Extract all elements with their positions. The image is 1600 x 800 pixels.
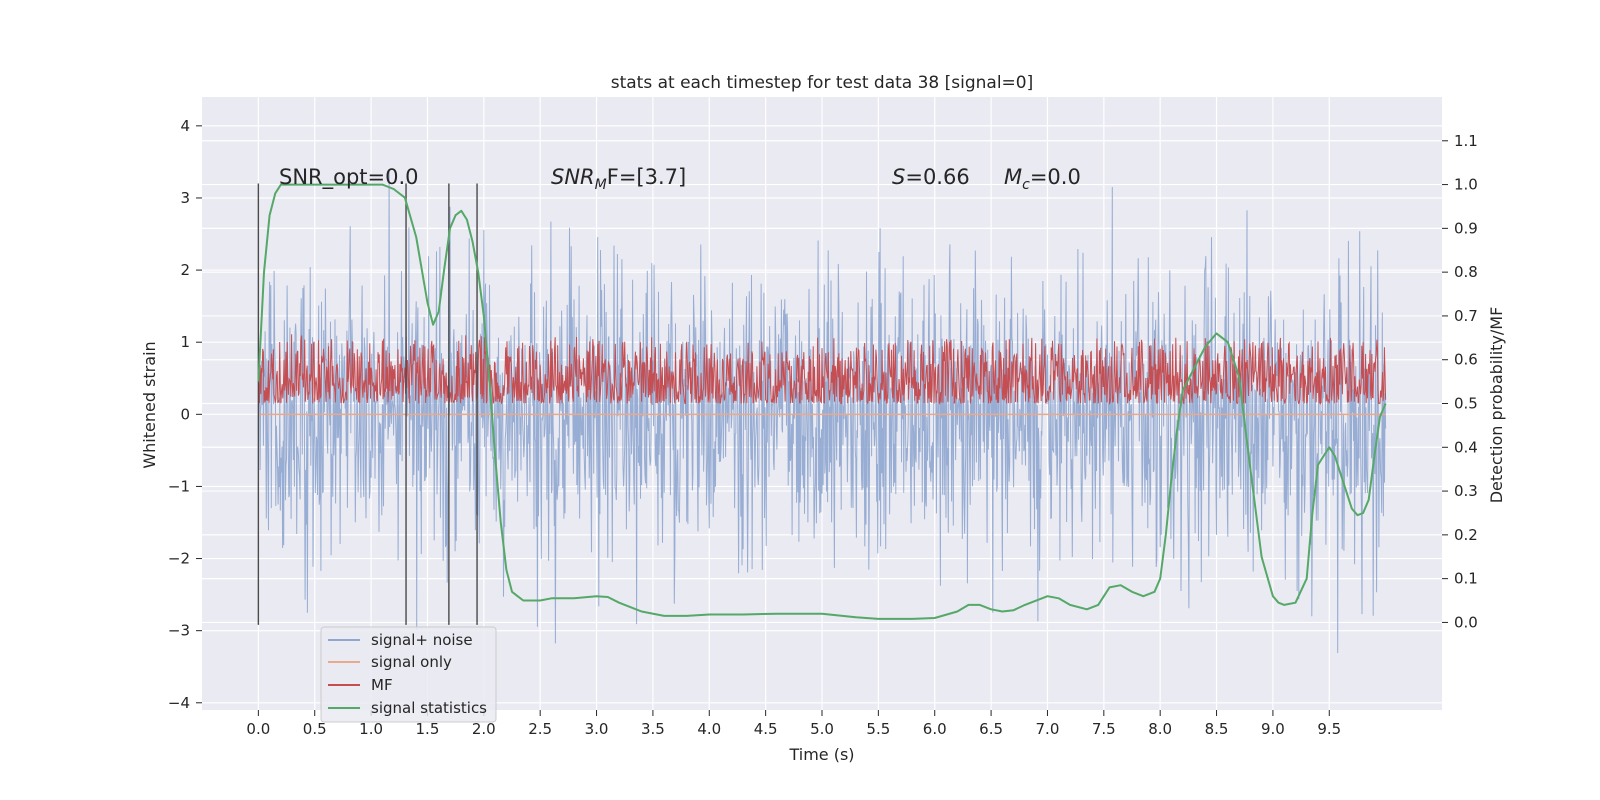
y-right-tick-label: 0.8 — [1454, 263, 1478, 281]
x-tick-label: 2.5 — [528, 720, 552, 738]
signal-statistics-series — [257, 183, 1387, 620]
y-right-tick-label: 0.2 — [1454, 526, 1478, 544]
mf-series — [257, 334, 1387, 406]
x-tick-label: 5.5 — [866, 720, 890, 738]
y-right-tick-label: 0.5 — [1454, 395, 1478, 413]
snr-mf-symbol: SNR — [551, 165, 595, 189]
y-axis-right-ticks: 1.1 1.0 0.9 0.8 0.7 0.6 0.5 0.4 0.3 0.2 0.1 0.0 — [1442, 132, 1478, 631]
legend-label-signal-only: signal only — [371, 653, 452, 671]
x-tick-label: 7.0 — [1036, 720, 1060, 738]
s-value: =0.66 — [905, 165, 969, 189]
x-tick-label: 4.0 — [697, 720, 721, 738]
x-tick-label: 3.5 — [641, 720, 665, 738]
x-tick-label: 5.0 — [810, 720, 834, 738]
x-tick-label: 1.0 — [359, 720, 383, 738]
y-tick-label: −3 — [168, 622, 190, 640]
mf-line — [257, 334, 1387, 406]
y-tick-label: 3 — [180, 189, 190, 207]
s-annotation: S=0.66 — [892, 165, 970, 189]
y-axis-label: Whitened strain — [140, 341, 159, 468]
x-axis-ticks: 0.0 0.5 1.0 1.5 2.0 2.5 3.0 3.5 4.0 4.5 5.0 5.5 6.0 6… — [246, 710, 1341, 738]
snr-mf-value: F=[3.7] — [607, 165, 686, 189]
y-right-tick-label: 0.6 — [1454, 351, 1478, 369]
signal-noise-line — [257, 169, 1387, 654]
y-right-tick-label: 0.9 — [1454, 219, 1478, 237]
x-tick-label: 2.0 — [472, 720, 496, 738]
x-tick-label: 8.5 — [1205, 720, 1229, 738]
y-tick-label: 0 — [180, 405, 190, 423]
x-tick-label: 0.5 — [303, 720, 327, 738]
signal-statistics-line — [257, 183, 1387, 620]
x-tick-label: 1.5 — [416, 720, 440, 738]
legend-label-signal-noise: signal+ noise — [371, 631, 473, 649]
snr-mf-subscript: M — [595, 177, 607, 193]
x-tick-label: 8.0 — [1148, 720, 1172, 738]
y-right-tick-label: 0.7 — [1454, 307, 1478, 325]
x-tick-label: 9.0 — [1261, 720, 1285, 738]
y-axis-right-label: Detection probability/MF — [1487, 307, 1506, 504]
chart-title: stats at each timestep for test data 38 … — [611, 73, 1034, 93]
y-right-tick-label: 1.0 — [1454, 176, 1478, 194]
x-tick-label: 0.0 — [246, 720, 270, 738]
vertical-markers — [257, 183, 478, 625]
snr-opt-annotation: SNR_opt=0.0 — [279, 165, 419, 190]
x-tick-label: 7.5 — [1092, 720, 1116, 738]
y-tick-label: −4 — [168, 694, 190, 712]
y-axis-left-ticks: 4 3 2 1 0 −1 −2 −3 −4 — [168, 117, 202, 712]
legend-label-signal-statistics: signal statistics — [371, 699, 487, 717]
snr-mf-annotation: SNRMF=[3.7] — [551, 165, 686, 193]
mc-symbol: M — [1004, 165, 1022, 189]
mc-subscript: c — [1022, 177, 1030, 193]
y-tick-label: −2 — [168, 550, 190, 568]
x-tick-label: 6.0 — [923, 720, 947, 738]
legend-label-mf: MF — [371, 676, 393, 694]
y-right-tick-label: 1.1 — [1454, 132, 1478, 150]
y-tick-label: 1 — [180, 333, 190, 351]
signal-noise-series — [257, 169, 1387, 654]
y-right-tick-label: 0.0 — [1454, 613, 1478, 631]
legend: signal+ noise signal only MF signal stat… — [320, 626, 497, 723]
x-axis-label: Time (s) — [788, 745, 854, 764]
y-tick-label: −1 — [168, 477, 190, 495]
y-tick-label: 4 — [180, 117, 190, 135]
legend-box — [320, 626, 497, 723]
x-tick-label: 6.5 — [979, 720, 1003, 738]
y-right-tick-label: 0.1 — [1454, 570, 1478, 588]
x-tick-label: 9.5 — [1317, 720, 1341, 738]
y-tick-label: 2 — [180, 261, 190, 279]
y-right-tick-label: 0.3 — [1454, 482, 1478, 500]
mc-value: =0.0 — [1030, 165, 1081, 189]
x-tick-label: 4.5 — [754, 720, 778, 738]
mc-annotation: Mc=0.0 — [1004, 165, 1081, 193]
s-symbol: S — [892, 165, 905, 189]
x-tick-label: 3.0 — [585, 720, 609, 738]
y-right-tick-label: 0.4 — [1454, 438, 1478, 456]
